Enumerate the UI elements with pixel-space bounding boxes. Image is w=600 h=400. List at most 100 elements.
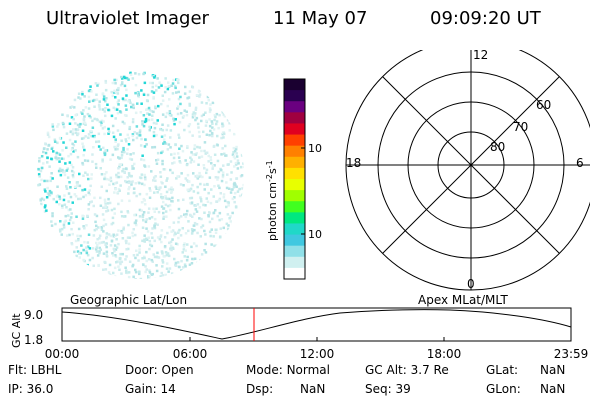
image-pixel: [140, 102, 143, 105]
image-pixel: [46, 179, 49, 183]
image-pixel: [158, 81, 161, 84]
image-pixel: [131, 134, 134, 138]
image-pixel: [207, 154, 210, 158]
image-pixel: [215, 228, 218, 231]
image-pixel: [159, 175, 163, 178]
info-dsp-key: Dsp:: [246, 382, 274, 396]
image-pixel: [80, 244, 83, 247]
image-pixel: [238, 194, 242, 198]
image-pixel: [188, 213, 192, 217]
image-pixel: [242, 192, 244, 196]
image-pixel: [175, 177, 178, 180]
image-pixel: [124, 266, 127, 269]
image-pixel: [127, 242, 131, 246]
image-pixel: [168, 204, 172, 207]
image-pixel: [114, 138, 117, 141]
image-pixel: [150, 90, 154, 93]
image-pixel: [72, 117, 75, 121]
image-pixel: [214, 244, 218, 247]
image-pixel: [149, 243, 152, 247]
image-pixel: [38, 175, 41, 178]
image-pixel: [55, 157, 58, 161]
image-pixel: [203, 141, 207, 144]
info-glon-key: GLon:: [486, 382, 521, 396]
image-pixel: [71, 166, 75, 169]
image-pixel: [116, 147, 119, 151]
image-pixel: [200, 226, 203, 229]
image-pixel: [87, 89, 91, 93]
image-pixel: [155, 187, 158, 190]
image-pixel: [115, 233, 119, 236]
image-pixel: [221, 175, 225, 179]
image-pixel: [229, 191, 233, 194]
image-pixel: [40, 166, 44, 170]
image-pixel: [62, 170, 65, 174]
image-pixel: [191, 215, 194, 218]
image-pixel: [227, 224, 230, 227]
image-pixel: [133, 162, 136, 166]
image-pixel: [177, 231, 180, 234]
image-pixel: [134, 72, 137, 75]
image-pixel: [205, 151, 209, 154]
image-pixel: [104, 202, 107, 206]
image-pixel: [132, 275, 135, 279]
image-pixel: [199, 174, 202, 178]
image-pixel: [134, 91, 137, 95]
image-pixel: [108, 178, 111, 181]
image-pixel: [238, 187, 241, 191]
image-pixel: [108, 263, 112, 267]
image-pixel: [55, 195, 59, 198]
image-pixel: [144, 270, 147, 274]
image-pixel: [103, 150, 107, 154]
image-pixel: [94, 220, 97, 224]
image-pixel: [221, 125, 224, 128]
image-pixel: [144, 203, 147, 206]
image-pixel: [201, 175, 204, 179]
image-pixel: [90, 173, 93, 176]
image-pixel: [192, 111, 195, 114]
image-pixel: [147, 275, 150, 278]
image-pixel: [62, 157, 65, 161]
image-pixel: [208, 211, 211, 214]
image-pixel: [88, 258, 92, 262]
image-pixel: [96, 244, 99, 247]
image-pixel: [110, 114, 114, 118]
image-pixel: [217, 126, 220, 130]
image-pixel: [99, 167, 102, 170]
image-pixel: [95, 241, 98, 245]
image-pixel: [163, 134, 167, 137]
image-pixel: [147, 207, 151, 210]
image-pixel: [109, 234, 113, 238]
image-pixel: [147, 106, 151, 110]
lat-label-80: 80: [490, 140, 505, 154]
image-pixel: [153, 210, 156, 213]
image-pixel: [59, 220, 62, 223]
info-gc-alt: GC Alt: 3.7 Re: [365, 363, 449, 377]
image-pixel: [102, 252, 106, 255]
image-pixel: [162, 254, 165, 258]
image-pixel: [221, 132, 224, 136]
image-pixel: [141, 182, 144, 186]
image-pixel: [108, 183, 111, 186]
image-pixel: [199, 196, 202, 199]
image-pixel: [169, 247, 172, 250]
image-pixel: [94, 82, 98, 85]
image-pixel: [177, 90, 180, 94]
image-pixel: [70, 169, 74, 173]
image-pixel: [67, 200, 70, 203]
image-pixel: [142, 219, 145, 222]
image-pixel: [182, 114, 186, 118]
image-pixel: [76, 123, 80, 127]
image-pixel: [183, 92, 187, 95]
image-pixel: [86, 159, 90, 163]
image-pixel: [166, 177, 169, 180]
image-pixel: [81, 112, 84, 115]
image-pixel: [140, 209, 143, 212]
image-pixel: [103, 260, 106, 264]
image-pixel: [44, 151, 48, 155]
image-pixel: [70, 105, 74, 108]
image-pixel: [148, 239, 152, 243]
image-pixel: [133, 191, 136, 194]
image-pixel: [231, 223, 235, 227]
image-pixel: [147, 258, 151, 261]
